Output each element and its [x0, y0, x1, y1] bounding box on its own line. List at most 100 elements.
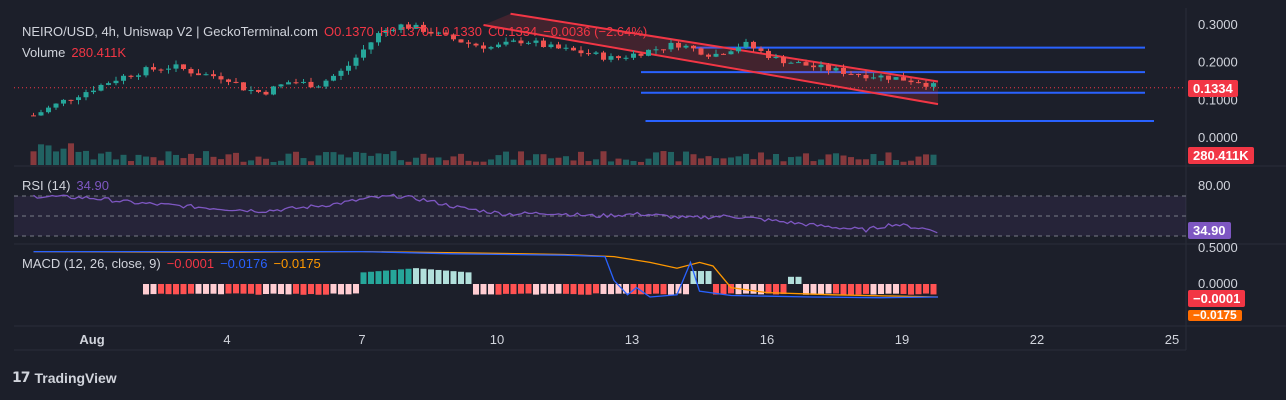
candle-body: [548, 44, 554, 48]
macd-histogram-bar: [915, 284, 922, 295]
candle-body: [578, 50, 584, 54]
price-tick-label: 0.0000: [1198, 130, 1238, 145]
volume-bar: [248, 160, 254, 165]
symbol-title: NEIRO/USD, 4h, Uniswap V2 | GeckoTermina…: [22, 24, 318, 39]
ohlc-high: H0.1370: [379, 24, 430, 39]
volume-bar: [660, 151, 667, 165]
candle-body: [623, 57, 629, 59]
candle-body: [556, 44, 561, 49]
macd-histogram-bar: [465, 272, 472, 284]
macd-histogram-bar: [765, 284, 772, 294]
macd-histogram-bar: [690, 271, 697, 284]
macd-histogram-bar: [398, 269, 404, 284]
volume-bar: [435, 157, 442, 165]
ohlc-low: L0.1330: [435, 24, 483, 39]
volume-value: 280.411K: [71, 45, 127, 60]
volume-bar: [690, 154, 697, 165]
brand-name: TradingView: [34, 370, 117, 386]
macd-histogram-bar: [218, 284, 224, 295]
macd-histogram-bar: [503, 284, 509, 294]
volume-bar: [705, 156, 712, 165]
candle-body: [533, 40, 539, 43]
candle-body: [233, 81, 239, 83]
candle-body: [301, 81, 306, 83]
macd-histogram-bar: [705, 271, 712, 284]
volume-bar: [263, 158, 269, 165]
macd-hist-tag: −0.0001: [1188, 290, 1246, 307]
volume-bar: [210, 156, 217, 165]
candle-body: [511, 40, 516, 42]
macd-histogram-bar: [450, 271, 457, 284]
candle-body: [256, 90, 261, 92]
candle-body: [803, 62, 809, 66]
volume-bar: [278, 160, 284, 165]
candle-body: [421, 24, 426, 32]
candle-body: [286, 82, 291, 85]
candle-body: [758, 48, 764, 51]
time-tick-label: 19: [895, 332, 909, 347]
candle-body: [811, 65, 816, 68]
macd-histogram-bar: [203, 284, 209, 294]
volume-bar: [390, 151, 397, 165]
macd-histogram-bar: [473, 284, 479, 295]
volume-bar: [60, 148, 67, 165]
candle-body: [398, 24, 404, 30]
candle-body: [706, 54, 711, 57]
volume-bar: [330, 152, 337, 165]
volume-bar: [128, 161, 134, 165]
volume-bar: [713, 158, 719, 165]
price-tick-label: 0.2000: [1198, 55, 1238, 70]
candle-body: [383, 30, 389, 34]
volume-bar: [518, 151, 524, 165]
candle-body: [406, 24, 411, 29]
rsi-value: 34.90: [76, 178, 109, 193]
volume-bar: [525, 160, 532, 165]
macd-line: [33, 250, 939, 299]
candle-body: [586, 53, 591, 55]
candle-body: [128, 75, 134, 77]
macd-histogram-bar: [435, 269, 442, 284]
candle-body: [271, 86, 276, 95]
candle-body: [338, 70, 344, 76]
macd-histogram-bar: [405, 268, 412, 284]
volume-bar: [908, 160, 914, 165]
tradingview-brand[interactable]: 17 TradingView: [12, 370, 117, 386]
macd-histogram-bar: [420, 268, 427, 284]
candle-body: [871, 77, 876, 79]
macd-signal-value: −0.0175: [273, 256, 321, 271]
candle-body: [616, 56, 621, 59]
candle-body: [856, 74, 861, 76]
macd-histogram-bar: [615, 284, 622, 294]
candle-body: [121, 75, 126, 81]
candle-body: [391, 29, 396, 31]
macd-histogram-bar: [930, 284, 937, 295]
candle-body: [736, 47, 741, 52]
volume-bar: [495, 155, 502, 165]
candle-body: [241, 82, 246, 91]
macd-histogram-bar: [840, 284, 847, 295]
macd-histogram-bar: [720, 284, 727, 295]
macd-histogram-bar: [360, 272, 367, 284]
volume-bar: [308, 161, 314, 165]
candle-body: [886, 75, 891, 80]
macd-legend: MACD (12, 26, close, 9) −0.0001 −0.0176 −0.…: [22, 256, 327, 271]
macd-histogram-bar: [885, 284, 892, 294]
candle-body: [76, 97, 81, 101]
candle-body: [713, 53, 719, 57]
macd-histogram-bar: [443, 270, 449, 284]
volume-bar: [120, 154, 127, 165]
candle-body: [826, 64, 831, 71]
macd-histogram-bar: [458, 271, 464, 284]
candle-body: [908, 80, 914, 83]
candle-body: [113, 80, 119, 84]
volume-bar: [930, 154, 937, 165]
volume-bar: [203, 151, 209, 165]
volume-bar: [735, 156, 742, 165]
macd-histogram-bar: [533, 284, 539, 295]
ohlc-change: −0.0036 (−2.64%): [543, 24, 648, 39]
macd-tick-label: 0.5000: [1198, 240, 1238, 255]
candle-body: [923, 82, 929, 87]
volume-bar: [758, 152, 764, 165]
macd-histogram-bar: [158, 284, 164, 294]
